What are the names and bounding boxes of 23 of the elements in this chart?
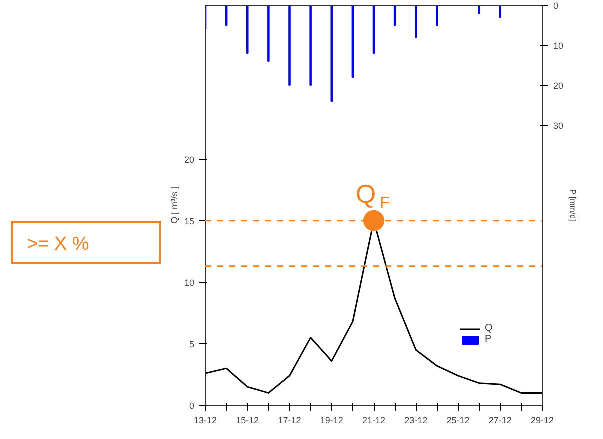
y2-tick-label: 30 (554, 121, 564, 131)
x-tick-label: 13-12 (194, 416, 218, 426)
y2-axis-title: P [mm/d] (568, 190, 578, 222)
x-tick-label: 21-12 (362, 416, 386, 426)
y-axis-title: Q [ m³/s ] (169, 187, 180, 224)
x-tick-label: 17-12 (278, 416, 302, 426)
legend-label: P (485, 334, 493, 345)
y-tick-label: 20 (184, 154, 195, 165)
x-tick-label: 29-12 (530, 416, 554, 426)
y-tick-label: 15 (184, 216, 195, 226)
y2-tick-label: 0 (554, 1, 559, 11)
text: >= X % (27, 233, 90, 257)
y-tick-label: 0 (189, 401, 195, 411)
x-tick-label: 25-12 (446, 416, 470, 426)
legend-label: Q (485, 323, 494, 334)
y-tick-label: 5 (189, 339, 195, 350)
y-tick-label: 10 (184, 278, 195, 288)
y2-tick-label: 10 (554, 41, 564, 51)
x-tick-label: 23-12 (404, 416, 428, 426)
x-tick-label: 15-12 (236, 416, 260, 426)
x-tick-label: 27-12 (488, 416, 512, 426)
x-tick-label: 19-12 (320, 416, 344, 426)
y2-tick-label: 20 (554, 81, 564, 91)
